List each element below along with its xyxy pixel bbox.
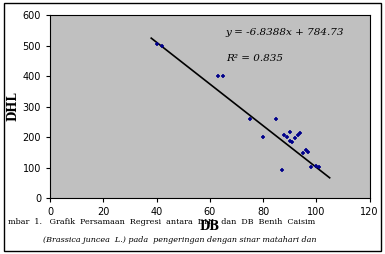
Point [316,165,322,169]
Text: mbar  1.   Grafik  Persamaan  Regresi  antara  DHL  dan  DB  Benih  Caisim: mbar 1. Grafik Persamaan Regresi antara … [8,218,315,226]
Point [286,130,293,134]
Point [154,42,160,46]
Point [297,131,303,135]
Point [220,74,226,78]
Point [303,148,309,152]
Text: R² = 0.835: R² = 0.835 [226,54,283,63]
Point [279,168,285,172]
Text: (Brassica juncea  L.) pada  pengeringan dengan sinar matahari dan: (Brassica juncea L.) pada pengeringan de… [8,236,316,244]
Point [247,117,253,121]
Point [300,151,306,155]
Point [215,74,221,78]
Y-axis label: DHL: DHL [7,92,20,121]
Point [295,133,301,137]
Point [305,150,311,154]
Point [313,164,320,168]
Point [308,165,314,169]
X-axis label: DB: DB [200,220,220,233]
Point [284,135,290,139]
Point [289,140,295,144]
Point [273,117,280,121]
Point [292,136,298,140]
Point [260,135,266,139]
Point [286,139,293,143]
Text: y = -6.8388x + 784.73: y = -6.8388x + 784.73 [226,28,344,37]
Point [159,44,165,48]
Point [281,133,288,137]
